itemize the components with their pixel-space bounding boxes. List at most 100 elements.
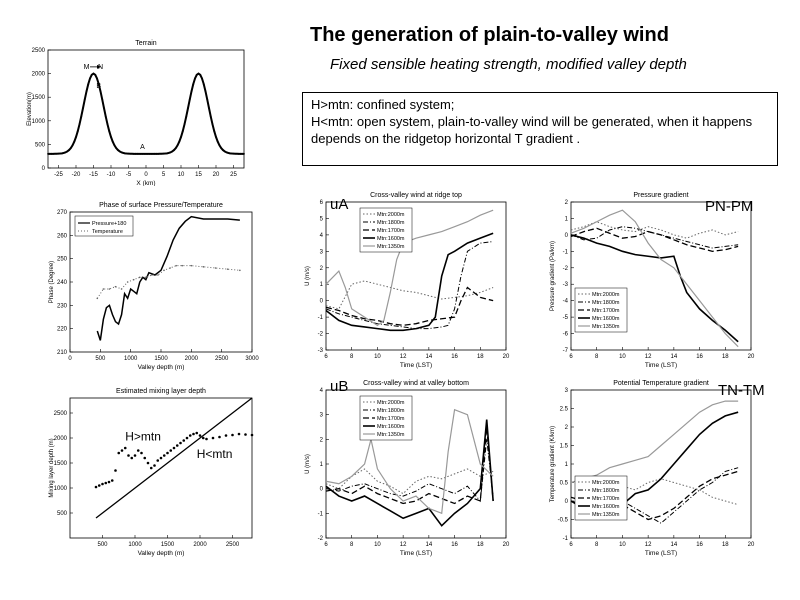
mixing-layer-chart: Estimated mixing layer depth 500 1000 1500 2… [49, 388, 254, 557]
x-tick-label: -5 [126, 172, 132, 178]
legend-label: Mtn:1600m [592, 504, 620, 510]
y-tick-label: 220 [57, 327, 68, 333]
terrain-point [106, 123, 109, 126]
series-line [325, 426, 494, 505]
terrain-point [96, 77, 98, 80]
terrain-annotation: B [96, 83, 101, 90]
series-point [226, 268, 229, 270]
terrain-point [230, 152, 233, 155]
terrain-point [127, 152, 130, 155]
x-tick-label: 12 [645, 354, 652, 360]
terrain-point [159, 152, 161, 155]
scatter-point [198, 434, 202, 437]
y-axis-label: Phase (Degree) [49, 261, 55, 303]
terrain-point [208, 107, 210, 110]
y-tick-label: 3 [565, 388, 569, 394]
x-tick-label: 16 [451, 354, 458, 360]
terrain-point [220, 147, 223, 150]
terrain-point [94, 73, 97, 76]
y-tick-label: 6 [320, 200, 324, 206]
terrain-point [110, 136, 112, 138]
legend-label: Mtn:2000m [377, 212, 405, 218]
legend-label: Mtn:1700m [592, 308, 620, 314]
y-tick-label: 2 [565, 200, 569, 206]
series-point [126, 281, 129, 283]
terrain-point [195, 73, 198, 76]
x-axis-label: Time (LST) [400, 362, 432, 369]
x-tick-label: 500 [95, 356, 106, 362]
scatter-point [244, 433, 247, 436]
x-tick-label: 18 [722, 354, 729, 360]
y-tick-label: 1 [565, 216, 569, 222]
legend-box [74, 215, 134, 237]
scatter-point [218, 435, 221, 439]
terrain-point [55, 152, 58, 155]
y-tick-label: 1 [320, 462, 324, 468]
scatter-point [136, 449, 140, 452]
terrain-point [47, 152, 49, 155]
x-axis-label: Time (LST) [645, 550, 677, 557]
terrain-point [213, 130, 216, 133]
x-tick-label: 2500 [226, 542, 240, 548]
y-tick-label: 4 [320, 388, 324, 394]
scatter-point [250, 433, 254, 437]
label-ub: uB [330, 378, 349, 395]
terrain-point [132, 152, 135, 155]
terrain-point [167, 152, 170, 154]
terrain-point [90, 73, 93, 76]
terrain-point [185, 115, 188, 118]
legend-label: Mtn:1700m [377, 228, 405, 234]
terrain-point [115, 147, 118, 150]
chart-title: Cross-valley wind at valley bottom [363, 380, 469, 387]
y-tick-label: -3 [318, 348, 324, 354]
terrain-point [237, 152, 240, 155]
terrain-point [222, 149, 224, 151]
legend-label: Mtn:1600m [377, 236, 405, 242]
x-tick-label: -10 [107, 172, 116, 178]
y-tick-label: -2 [563, 266, 569, 272]
label-pn-pm: PN-PM [705, 198, 754, 215]
terrain-point [178, 140, 181, 143]
y-tick-label: 500 [35, 142, 46, 148]
terrain-point [216, 140, 219, 143]
legend-label: Mtn:2000m [377, 400, 405, 406]
terrain-annotation: A [140, 144, 145, 151]
y-tick-label: -5 [563, 315, 569, 321]
x-tick-label: 14 [671, 542, 678, 548]
terrain-point [124, 152, 126, 155]
terrain-annotation: M [84, 64, 90, 71]
scatter-point [146, 461, 150, 465]
scatter-point [130, 456, 134, 460]
chart-title: Potential Temperature gradient [613, 380, 709, 387]
legend-label: Temperature [92, 229, 123, 235]
y-tick-label: 2000 [32, 72, 46, 78]
legend-label: Mtn:1800m [377, 220, 405, 226]
scatter-point [224, 434, 228, 437]
x-tick-label: 16 [696, 354, 703, 360]
scatter-point [127, 454, 130, 457]
series-point [175, 264, 177, 267]
series-line [570, 400, 739, 484]
scatter-point [133, 454, 137, 457]
x-tick-label: 20 [748, 354, 755, 360]
terrain-point [97, 83, 100, 86]
y-tick-label: 260 [57, 233, 68, 239]
terrain-point [201, 77, 203, 80]
chart-title: Pressure gradient [633, 192, 688, 199]
terrain-point [85, 90, 88, 93]
x-tick-label: 18 [722, 542, 729, 548]
x-tick-label: 2500 [215, 356, 229, 362]
terrain-point [192, 83, 195, 86]
series-point [169, 267, 171, 269]
x-tick-label: -20 [72, 172, 81, 178]
y-tick-label: 1 [565, 462, 569, 468]
x-tick-label: 8 [595, 354, 599, 360]
terrain-point [199, 73, 202, 76]
x-tick-label: 6 [324, 542, 328, 548]
plot-frame [69, 397, 253, 539]
note-line: H<mtn: open system, plain-to-valley wind… [311, 114, 753, 146]
y-tick-label: 2 [320, 266, 324, 272]
x-tick-label: 18 [477, 354, 484, 360]
terrain-point [241, 152, 244, 155]
